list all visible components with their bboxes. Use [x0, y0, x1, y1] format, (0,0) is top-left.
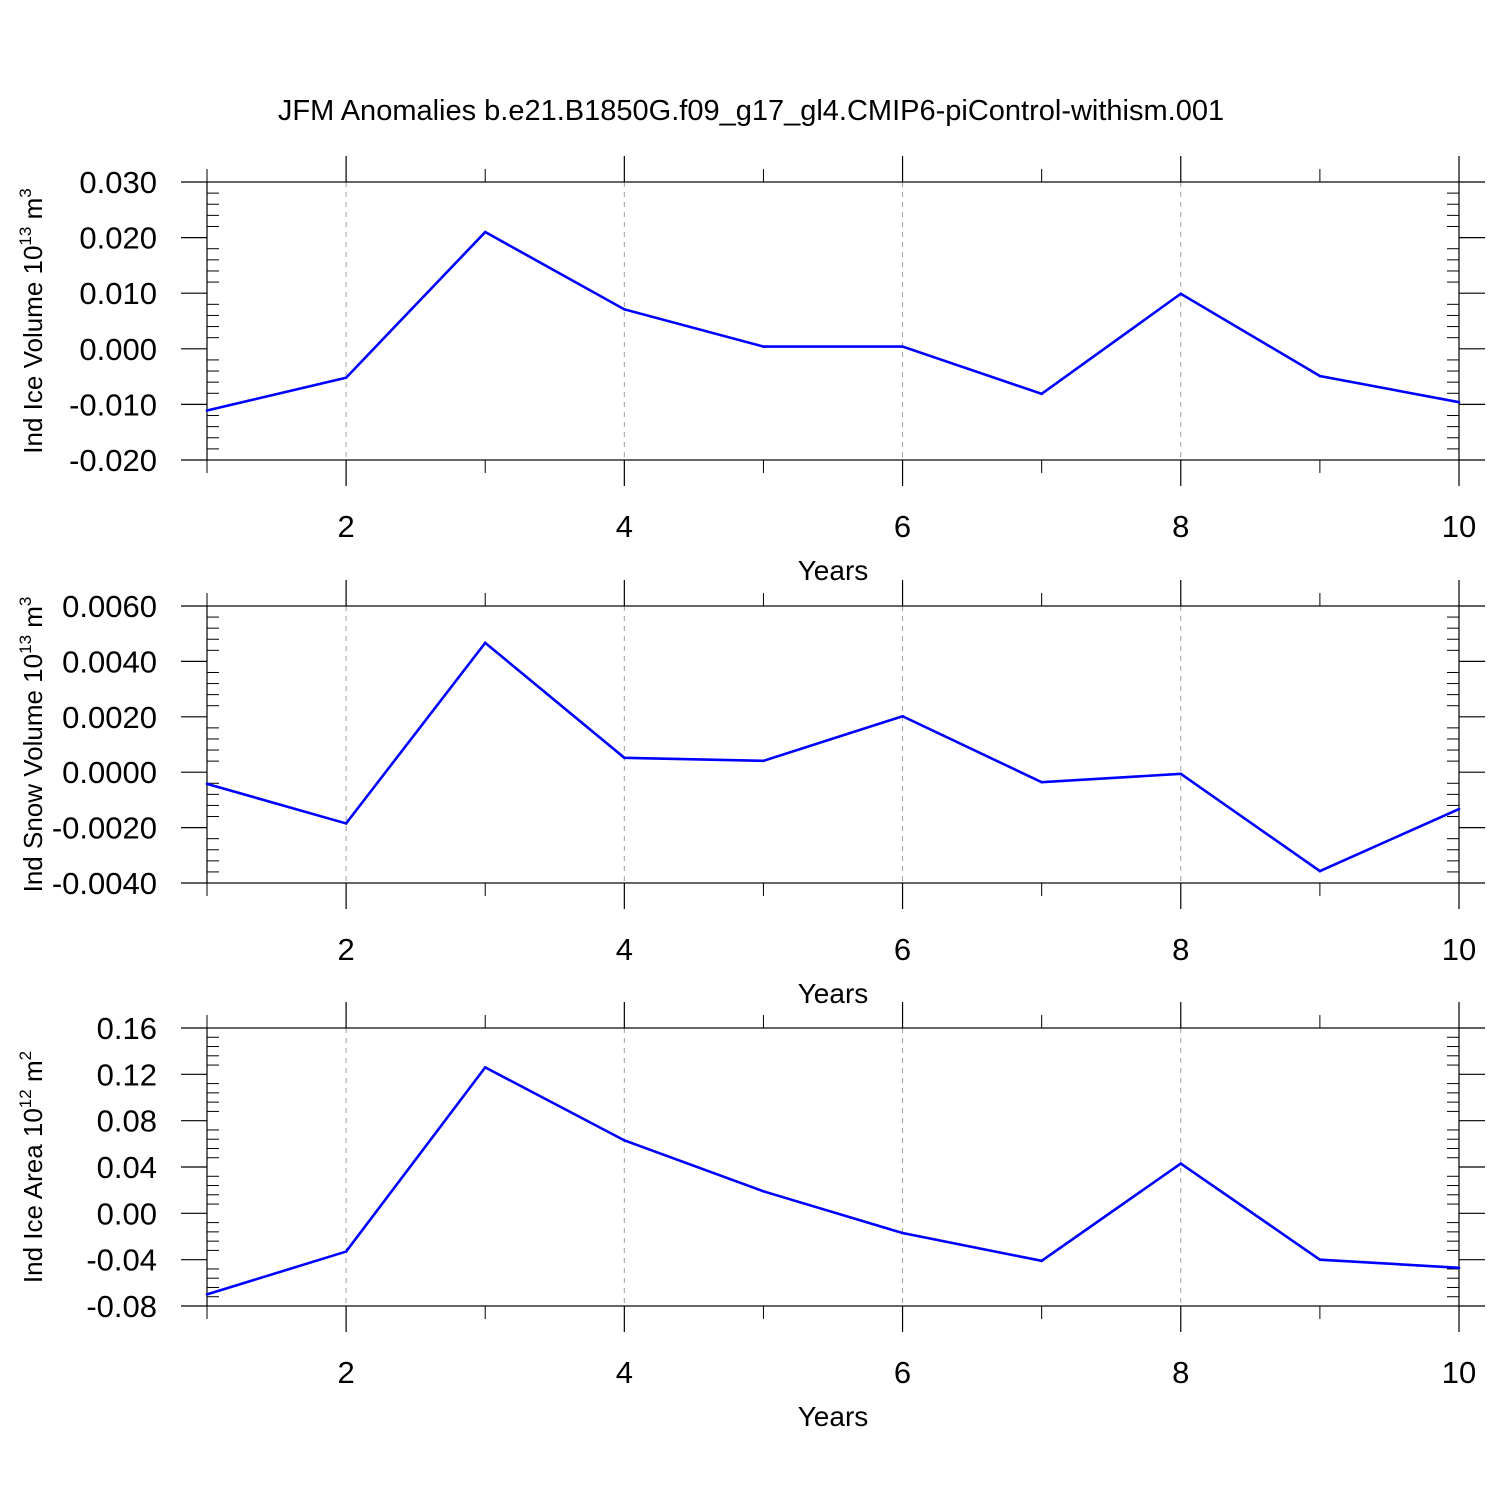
y-tick-label: 0.0040	[62, 644, 157, 679]
y-tick-label: 0.020	[79, 221, 157, 256]
y-tick-label: 0.000	[79, 332, 157, 367]
panel-snow-volume: -0.0040 -0.0020 0.0000 0.0020 0.0040 0.0060 2 4…	[16, 580, 1485, 1009]
x-tick-label: 10	[1442, 932, 1476, 967]
panel-ice-area: -0.08 -0.04 0.00 0.04 0.08 0.12 0.16 2 4 6 8 10 Year…	[16, 1002, 1485, 1432]
data-point	[205, 409, 209, 412]
x-tick-label: 10	[1442, 1355, 1476, 1390]
y-axis-label: Ind Ice Volume 1013 m3	[16, 188, 48, 453]
data-point	[1318, 374, 1322, 378]
series-line	[206, 1065, 1460, 1296]
data-point	[1179, 292, 1183, 296]
y-tick-label: -0.08	[86, 1289, 157, 1324]
plot-frame	[206, 181, 1460, 461]
y-tick-label: -0.04	[86, 1243, 157, 1278]
y-tick-label: 0.00	[97, 1196, 157, 1231]
data-point	[483, 1066, 487, 1069]
panel-ice-volume: -0.020 -0.010 0.000 0.010 0.020 0.030 2 4 6 8 10 Ye…	[16, 156, 1485, 586]
x-tick-label: 8	[1172, 1355, 1189, 1390]
data-point	[1040, 392, 1043, 396]
x-tick-label: 4	[616, 509, 633, 544]
y-tick-label: 0.010	[79, 276, 157, 311]
figure-title: JFM Anomalies b.e21.B1850G.f09_g17_gl4.C…	[278, 95, 1224, 127]
data-point	[205, 782, 209, 786]
data-point	[1457, 1266, 1461, 1270]
data-point	[623, 1139, 626, 1142]
x-tick-label: 8	[1172, 509, 1189, 544]
y-tick-label: -0.020	[69, 443, 157, 478]
data-point	[344, 376, 348, 380]
series-line	[206, 230, 1460, 412]
data-point	[344, 1250, 348, 1253]
data-point	[1179, 1162, 1183, 1165]
y-tick-label: 0.0020	[62, 700, 157, 735]
x-tick-label: 2	[337, 1355, 354, 1390]
data-point	[1457, 807, 1461, 811]
series-line	[206, 640, 1460, 873]
data-point	[762, 759, 765, 763]
data-point	[1040, 780, 1043, 784]
y-tick-label: -0.010	[69, 387, 157, 422]
data-point	[623, 756, 626, 760]
y-tick-label: 0.08	[97, 1104, 157, 1139]
data-point	[1457, 400, 1461, 404]
x-tick-label: 6	[894, 509, 911, 544]
y-tick-label: 0.04	[97, 1150, 157, 1185]
x-tick-label: 4	[616, 932, 633, 967]
y-axis-label: Ind Snow Volume 1013 m3	[16, 597, 48, 893]
data-point	[762, 1190, 765, 1193]
x-axis-label: Years	[798, 978, 869, 1009]
y-tick-label: 0.030	[79, 165, 157, 200]
data-point	[1318, 1258, 1322, 1261]
data-point	[901, 1231, 904, 1235]
x-tick-label: 6	[894, 932, 911, 967]
y-tick-label: 0.16	[97, 1011, 157, 1046]
y-tick-label: 0.12	[97, 1057, 157, 1092]
y-tick-label: -0.0020	[52, 811, 157, 846]
data-point	[901, 345, 904, 348]
data-point	[1318, 869, 1322, 873]
data-point	[205, 1293, 209, 1296]
data-point	[623, 308, 626, 311]
x-tick-label: 8	[1172, 932, 1189, 967]
x-tick-label: 2	[337, 509, 354, 544]
data-point	[483, 230, 487, 234]
data-point	[483, 641, 487, 645]
x-axis-label: Years	[798, 1401, 869, 1432]
x-tick-label: 2	[337, 932, 354, 967]
plot-frame	[206, 1027, 1460, 1307]
x-tick-label: 4	[616, 1355, 633, 1390]
y-axis-label: Ind Ice Area 1012 m2	[16, 1051, 48, 1283]
data-point	[901, 714, 904, 718]
data-point	[1040, 1259, 1043, 1263]
data-point	[762, 345, 765, 348]
data-point	[344, 822, 348, 825]
x-tick-label: 10	[1442, 509, 1476, 544]
y-tick-label: 0.0000	[62, 755, 157, 790]
y-tick-label: 0.0060	[62, 589, 157, 624]
plot-frame	[206, 605, 1460, 884]
data-point	[1179, 772, 1183, 776]
panels: -0.020 -0.010 0.000 0.010 0.020 0.030 2 4 6 8 10 Ye…	[16, 156, 1485, 1432]
y-tick-label: -0.0040	[52, 866, 157, 901]
x-tick-label: 6	[894, 1355, 911, 1390]
x-axis-label: Years	[798, 555, 869, 586]
